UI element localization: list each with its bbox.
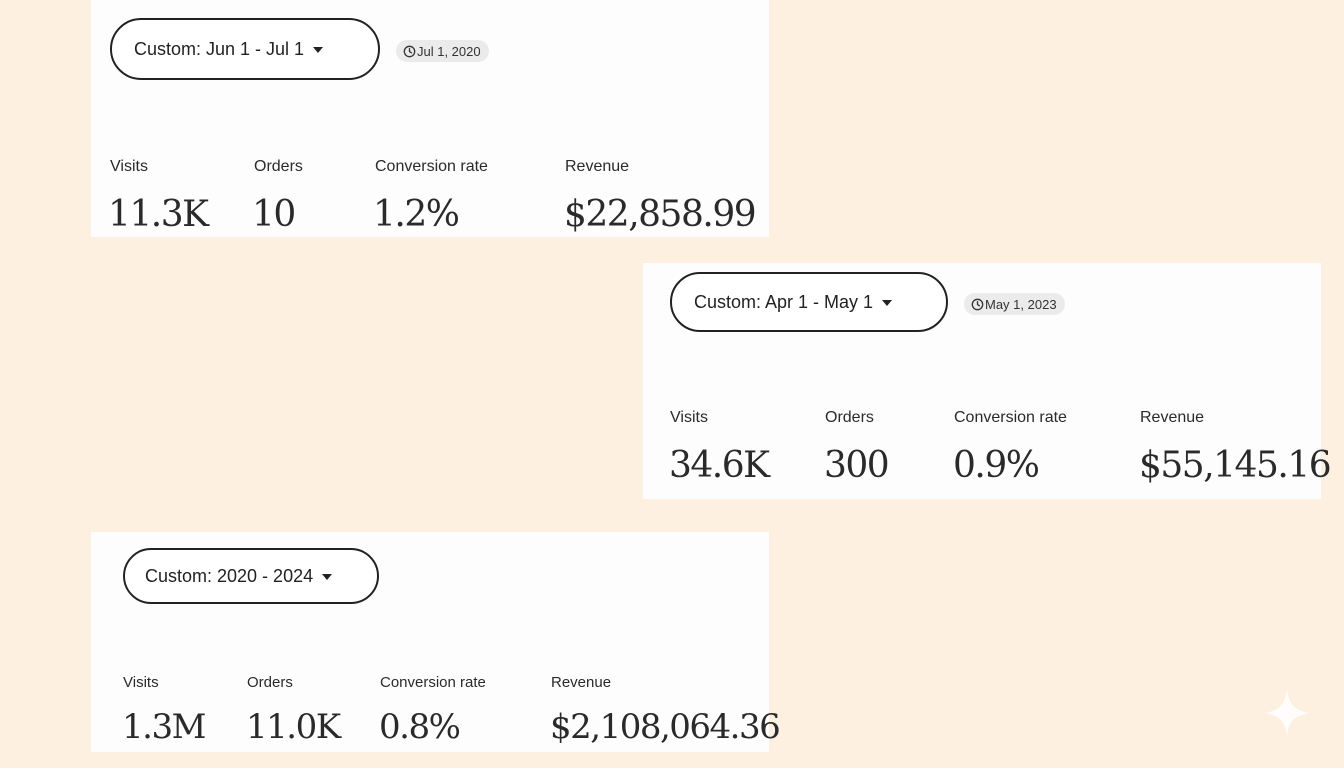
stats-panel-2020-2024: Custom: 2020 - 2024 Visits Orders Conver…	[91, 532, 781, 752]
date-range-dropdown[interactable]: Custom: Jun 1 - Jul 1	[110, 18, 380, 80]
revenue-value: $2,108,064.36	[550, 707, 781, 747]
visits-label: Visits	[670, 409, 708, 426]
clock-icon	[971, 298, 984, 310]
caret-down-icon	[322, 573, 333, 580]
revenue-label: Revenue	[551, 674, 612, 691]
conversion-rate-value: 1.2%	[373, 194, 460, 235]
visits-label: Visits	[123, 674, 159, 691]
revenue-value: $55,145.16	[1139, 445, 1332, 486]
visits-value: 34.6K	[669, 445, 770, 486]
last-updated-badge: May 1, 2023	[964, 293, 1065, 315]
date-range-label: Custom: 2020 - 2024	[145, 565, 314, 586]
caret-down-icon	[882, 299, 893, 306]
date-range-dropdown[interactable]: Custom: 2020 - 2024	[123, 548, 379, 604]
revenue-value: $22,858.99	[564, 194, 757, 235]
orders-label: Orders	[247, 674, 293, 691]
visits-label: Visits	[110, 158, 148, 175]
date-range-label: Custom: Apr 1 - May 1	[694, 291, 874, 312]
conversion-rate-label: Conversion rate	[954, 409, 1067, 426]
orders-value: 300	[824, 445, 890, 486]
sparkle-icon	[1264, 690, 1310, 736]
orders-value: 10	[252, 194, 296, 235]
orders-label: Orders	[254, 158, 303, 175]
last-updated-date: May 1, 2023	[985, 296, 1057, 312]
clock-icon	[403, 45, 416, 57]
revenue-label: Revenue	[1140, 409, 1205, 426]
conversion-rate-label: Conversion rate	[375, 158, 488, 175]
last-updated-date: Jul 1, 2020	[417, 43, 481, 59]
conversion-rate-label: Conversion rate	[380, 674, 486, 691]
visits-value: 1.3M	[122, 707, 206, 747]
orders-value: 11.0K	[246, 707, 341, 747]
conversion-rate-value: 0.8%	[379, 707, 461, 747]
date-range-label: Custom: Jun 1 - Jul 1	[134, 38, 305, 59]
stats-panel-apr-may-2023: Custom: Apr 1 - May 1 May 1, 2023 Visits…	[643, 263, 1332, 499]
visits-value: 11.3K	[108, 194, 209, 235]
conversion-rate-value: 0.9%	[953, 445, 1040, 486]
stats-panel-jun-jul-2020: Custom: Jun 1 - Jul 1 Jul 1, 2020 Visits…	[91, 0, 769, 237]
last-updated-badge: Jul 1, 2020	[396, 40, 489, 62]
caret-down-icon	[313, 46, 324, 53]
orders-label: Orders	[825, 409, 874, 426]
revenue-label: Revenue	[565, 158, 630, 175]
date-range-dropdown[interactable]: Custom: Apr 1 - May 1	[670, 272, 948, 332]
